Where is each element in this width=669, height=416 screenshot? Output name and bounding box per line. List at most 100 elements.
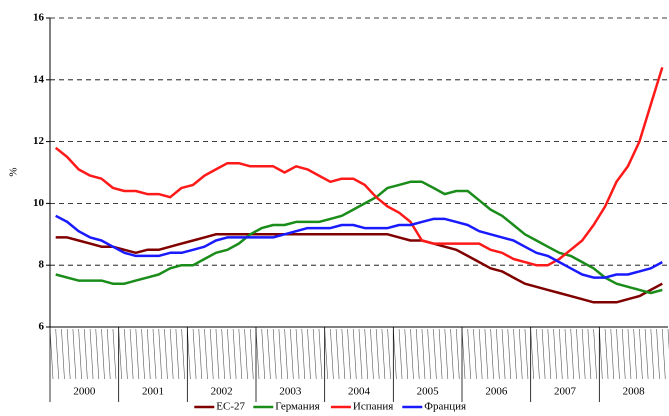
month-hatch bbox=[616, 328, 620, 380]
month-hatch bbox=[141, 328, 145, 380]
month-hatch bbox=[198, 328, 203, 380]
month-hatch bbox=[661, 328, 666, 380]
month-hatch bbox=[513, 328, 517, 380]
y-tick-label: 14 bbox=[33, 73, 45, 85]
month-hatch bbox=[204, 328, 208, 380]
month-hatch bbox=[146, 328, 151, 380]
year-label: 2003 bbox=[279, 386, 302, 398]
month-hatch bbox=[421, 328, 426, 380]
month-hatch bbox=[78, 328, 82, 380]
year-label: 2008 bbox=[623, 386, 646, 398]
month-hatch bbox=[284, 328, 288, 380]
series-line bbox=[55, 180, 663, 295]
month-hatch bbox=[341, 328, 346, 380]
y-tick-label: 16 bbox=[33, 12, 45, 24]
month-hatch bbox=[650, 328, 655, 380]
month-hatch bbox=[467, 328, 472, 380]
y-tick-label: 10 bbox=[33, 197, 45, 209]
month-hatch bbox=[524, 328, 529, 380]
year-label: 2006 bbox=[485, 386, 508, 398]
month-hatch bbox=[633, 328, 637, 380]
month-hatch bbox=[66, 328, 71, 380]
month-hatch bbox=[587, 328, 592, 380]
month-hatch bbox=[404, 328, 409, 380]
series-line bbox=[54, 67, 664, 267]
month-hatch bbox=[192, 328, 197, 380]
month-hatch bbox=[352, 328, 357, 380]
month-hatch bbox=[307, 328, 311, 380]
month-hatch bbox=[427, 328, 431, 380]
legend-label: Франция bbox=[424, 401, 466, 413]
month-hatch bbox=[158, 328, 163, 380]
month-hatch bbox=[627, 328, 632, 380]
month-hatch bbox=[169, 328, 174, 380]
legend-label: Испания bbox=[353, 401, 393, 413]
y-tick-label: 8 bbox=[39, 259, 45, 271]
month-hatch bbox=[267, 328, 271, 380]
month-hatch bbox=[370, 328, 374, 380]
month-hatch bbox=[461, 328, 466, 380]
month-hatch bbox=[227, 328, 231, 380]
month-hatch bbox=[639, 328, 643, 380]
month-hatch bbox=[106, 328, 111, 380]
month-hatch bbox=[564, 328, 569, 380]
month-hatch bbox=[381, 328, 386, 380]
month-hatch bbox=[496, 328, 500, 380]
month-hatch bbox=[484, 328, 489, 380]
month-hatch bbox=[112, 328, 117, 380]
month-hatch bbox=[518, 328, 523, 380]
month-hatch bbox=[187, 328, 191, 380]
month-hatch bbox=[536, 328, 540, 380]
month-hatch bbox=[621, 328, 626, 380]
month-hatch bbox=[375, 328, 380, 380]
month-hatch bbox=[324, 328, 328, 380]
month-hatch bbox=[547, 328, 552, 380]
month-hatch bbox=[84, 328, 88, 380]
month-hatch bbox=[209, 328, 214, 380]
month-hatch bbox=[490, 328, 494, 380]
month-hatch bbox=[238, 328, 243, 380]
month-hatch bbox=[55, 328, 60, 380]
month-hatch bbox=[530, 328, 534, 380]
month-hatch bbox=[393, 328, 397, 380]
month-hatch bbox=[444, 328, 449, 380]
month-hatch bbox=[261, 328, 266, 380]
month-hatch bbox=[312, 328, 317, 380]
month-hatch bbox=[255, 328, 260, 380]
month-hatch bbox=[330, 328, 334, 380]
month-hatch bbox=[387, 328, 391, 380]
month-hatch bbox=[95, 328, 100, 380]
month-hatch bbox=[415, 328, 420, 380]
month-hatch bbox=[181, 328, 185, 380]
legend-label: Германия bbox=[275, 401, 319, 413]
month-hatch bbox=[656, 328, 660, 380]
month-hatch bbox=[610, 328, 615, 380]
series-line bbox=[55, 214, 663, 279]
month-hatch bbox=[221, 328, 225, 380]
year-label: 2001 bbox=[142, 386, 164, 398]
month-hatch bbox=[135, 328, 140, 380]
y-tick-label: 6 bbox=[39, 321, 45, 333]
month-hatch bbox=[581, 328, 586, 380]
month-hatch bbox=[473, 328, 477, 380]
month-hatch bbox=[318, 328, 323, 380]
month-hatch bbox=[358, 328, 363, 380]
year-label: 2004 bbox=[348, 386, 371, 398]
year-label: 2007 bbox=[554, 386, 577, 398]
month-hatch bbox=[61, 328, 65, 380]
month-hatch bbox=[593, 328, 597, 380]
year-label: 2000 bbox=[73, 386, 96, 398]
month-hatch bbox=[175, 328, 180, 380]
month-hatch bbox=[644, 328, 649, 380]
month-hatch bbox=[129, 328, 134, 380]
month-hatch bbox=[398, 328, 403, 380]
month-hatch bbox=[272, 328, 277, 380]
month-hatch bbox=[604, 328, 609, 380]
month-hatch bbox=[301, 328, 306, 380]
month-hatch bbox=[450, 328, 454, 380]
month-hatch bbox=[101, 328, 105, 380]
month-hatch bbox=[290, 328, 294, 380]
month-hatch bbox=[118, 328, 122, 380]
